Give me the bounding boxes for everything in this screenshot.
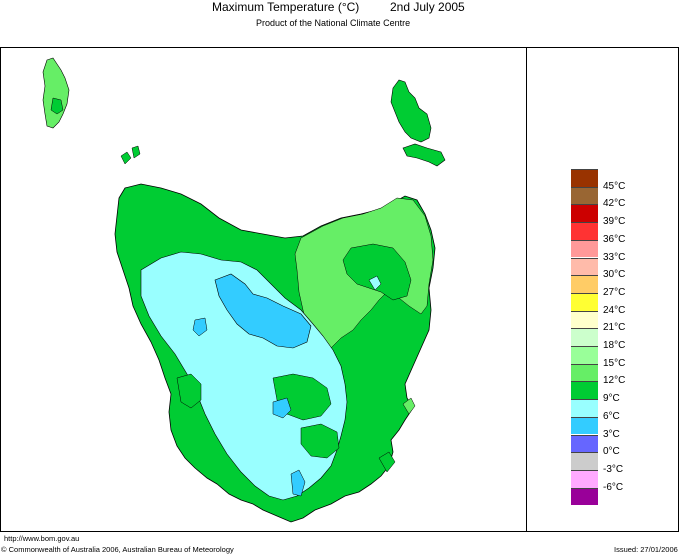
flinders-island [390, 79, 432, 143]
legend-swatch [571, 416, 598, 435]
legend-swatch [571, 257, 598, 276]
legend-label: 39°C [603, 216, 626, 228]
copyright-notice: © Commonwealth of Australia 2006, Austra… [1, 545, 234, 554]
legend-label: 12°C [603, 375, 626, 387]
three-hummock [131, 145, 141, 159]
west-green-patch [176, 373, 202, 409]
legend-divider [526, 47, 527, 532]
robbins-island [120, 151, 132, 165]
king-island-core [50, 97, 64, 115]
map-frame [0, 47, 679, 532]
legend-label: 9°C [603, 393, 620, 405]
legend-swatch [571, 346, 598, 364]
map-title: Maximum Temperature (°C) [212, 0, 360, 14]
legend-swatch [571, 186, 598, 205]
legend-label: 18°C [603, 340, 626, 351]
maria-island [402, 397, 416, 415]
legend-label: 24°C [603, 304, 626, 316]
western-cold-patch [192, 317, 208, 337]
legend-label: -3°C [603, 463, 624, 475]
legend-swatch [571, 292, 598, 311]
legend-swatch [571, 452, 598, 470]
southwest-cold-patch [272, 397, 292, 419]
legend-label: 0°C [603, 446, 620, 458]
cape-barren-island [402, 143, 446, 167]
source-url[interactable]: http://www.bom.gov.au [4, 534, 80, 543]
legend-swatch [571, 239, 598, 258]
legend-label: 27°C [603, 286, 626, 298]
derwent-green-patch [300, 423, 340, 459]
northeast-cool-patch [342, 243, 412, 301]
king-island [42, 57, 70, 129]
legend-label: 33°C [603, 251, 626, 263]
legend-label: 45°C [603, 180, 626, 192]
legend-label: 36°C [603, 233, 626, 245]
legend-label: 3°C [603, 428, 620, 440]
legend-swatch [571, 169, 598, 187]
south-cold-patch [290, 469, 306, 497]
legend-label: -6°C [603, 481, 624, 493]
map-date: 2nd July 2005 [390, 0, 465, 14]
legend-label: 21°C [603, 322, 626, 334]
legend-label: 15°C [603, 357, 626, 369]
issued-date: Issued: 27/01/2006 [614, 545, 678, 554]
ne-cold-patch [368, 275, 382, 291]
legend-swatch [571, 328, 598, 346]
legend-swatch [571, 399, 598, 417]
legend-swatch [571, 275, 598, 293]
legend-swatch [571, 469, 598, 488]
map-subtitle: Product of the National Climate Centre [256, 18, 411, 28]
legend-swatch [571, 310, 598, 329]
tasman-peninsula [378, 451, 396, 473]
legend-label: 42°C [603, 198, 626, 210]
legend-swatch [571, 222, 598, 240]
legend-swatch [571, 363, 598, 382]
highland-cold-core [214, 273, 312, 349]
tasmania-map [42, 57, 446, 523]
legend-swatch [571, 434, 598, 453]
legend-swatch [571, 204, 598, 223]
header: Maximum Temperature (°C) 2nd July 2005 P… [0, 0, 680, 40]
legend-label: 30°C [603, 269, 626, 281]
legend-swatch [571, 381, 598, 400]
legend-swatch [571, 487, 598, 506]
legend-label: 6°C [603, 410, 620, 422]
